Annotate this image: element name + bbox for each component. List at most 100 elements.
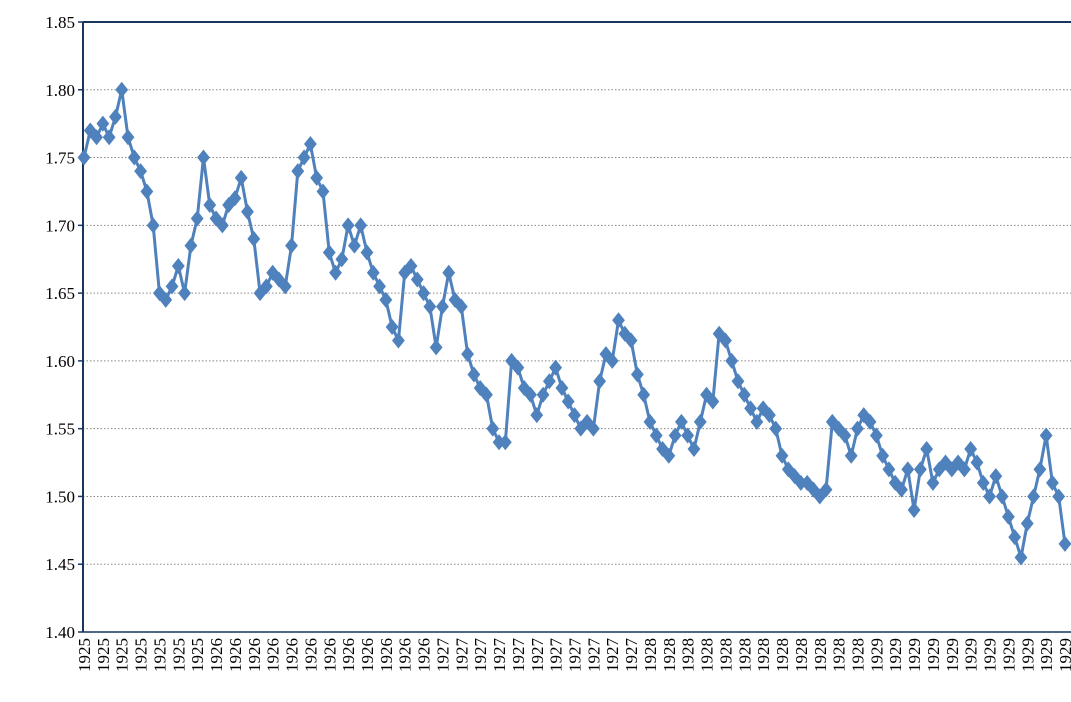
data-point [410,271,424,288]
x-tick-label: 1926 [283,638,302,672]
data-point [568,407,581,424]
data-point [983,488,996,505]
x-tick-label: 1927 [622,638,641,673]
x-tick-label: 1925 [169,638,188,672]
data-point [335,251,349,268]
data-point [285,237,298,254]
y-tick-label: 1.55 [45,420,75,439]
data-point [1008,529,1022,546]
data-point [197,149,210,166]
data-point [643,413,657,430]
data-point [109,108,122,125]
data-point [115,81,129,98]
data-point [995,488,1009,505]
x-tick-label: 1929 [1018,638,1037,672]
data-point [1046,474,1059,491]
data-point [392,332,405,349]
data-point [379,291,393,308]
data-point [102,129,116,146]
data-point [228,190,242,207]
x-tick-label: 1926 [264,638,283,672]
data-point [140,183,154,200]
data-point [1027,488,1040,505]
data-point [461,346,474,363]
data-point [165,278,179,295]
x-tick-label: 1926 [245,638,264,672]
data-point [536,386,550,403]
data-point [542,373,556,390]
data-point [454,298,468,315]
x-tick-label: 1929 [1056,638,1071,672]
data-point [901,461,915,478]
data-point [404,258,418,274]
data-point [763,407,776,424]
data-point [907,502,921,518]
data-point [215,217,229,234]
data-point [920,441,934,457]
data-point [291,163,305,180]
data-point [429,339,443,356]
x-tick-label: 1928 [773,638,792,672]
data-point [731,373,745,390]
x-tick-label: 1928 [679,638,698,672]
data-point [555,380,569,396]
x-tick-label: 1927 [471,638,490,673]
y-tick-label: 1.65 [45,284,75,303]
x-tick-label: 1927 [433,638,452,673]
data-point [662,447,676,464]
x-tick-label: 1926 [358,638,377,672]
x-tick-label: 1929 [924,638,943,672]
data-point [1039,427,1053,444]
data-point [687,441,701,457]
data-point [593,373,607,390]
data-point [159,291,173,308]
data-point [127,149,141,166]
data-point [203,197,217,213]
x-tick-label: 1926 [226,638,245,672]
data-point [241,203,254,220]
x-tick-label: 1929 [962,638,981,672]
data-point [895,481,908,498]
data-point [1014,549,1028,566]
data-point [278,278,292,295]
data-point [442,264,456,281]
data-point [675,413,688,430]
x-tick-label: 1928 [641,638,660,672]
data-point [373,278,386,295]
data-point [96,115,110,132]
x-tick-label: 1926 [377,638,396,672]
data-point [913,461,927,478]
data-point [719,332,732,349]
data-point [549,359,563,376]
data-point [926,474,940,491]
data-point [297,149,311,166]
data-point [178,285,192,302]
data-point [448,291,462,308]
data-point [467,366,481,383]
data-point [417,285,430,302]
data-point [844,447,858,464]
x-tick-label: 1928 [716,638,735,672]
x-tick-label: 1925 [150,638,169,672]
data-point [121,129,135,146]
x-tick-label: 1926 [207,638,226,672]
x-tick-label: 1928 [660,638,679,672]
x-tick-label: 1929 [943,638,962,672]
data-point [322,244,336,261]
data-point [171,258,185,274]
x-tick-label: 1925 [94,638,113,672]
x-tick-label: 1927 [528,638,547,673]
y-tick-label: 1.75 [45,149,75,168]
y-tick-label: 1.60 [45,352,75,371]
x-tick-label: 1927 [547,638,566,673]
x-tick-label: 1929 [886,638,905,672]
data-point [511,359,525,376]
x-tick-label: 1929 [981,638,1000,672]
x-tick-label: 1927 [490,638,509,673]
data-point [769,420,783,437]
data-point [819,481,833,498]
data-point [146,217,160,234]
x-tick-label: 1927 [584,638,603,673]
x-tick-label: 1927 [603,638,622,673]
data-point [1058,535,1071,552]
